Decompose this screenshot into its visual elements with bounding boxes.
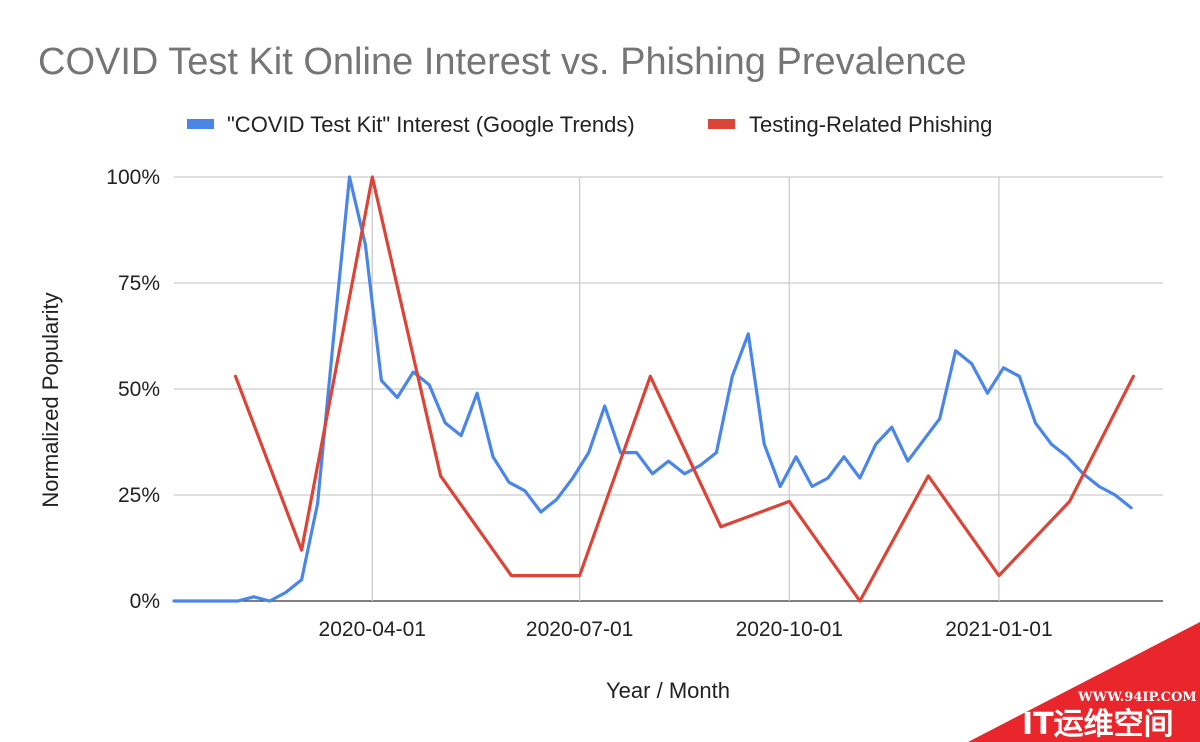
x-tick-label: 2020-07-01	[526, 618, 633, 641]
y-tick-label: 25%	[118, 484, 160, 507]
x-tick-label: 2020-04-01	[319, 618, 426, 641]
chart-title: COVID Test Kit Online Interest vs. Phish…	[38, 41, 967, 83]
legend-swatch-phishing	[708, 119, 735, 129]
series-line-interest	[172, 175, 1133, 603]
y-tick-label: 0%	[130, 590, 160, 613]
y-tick-label: 100%	[106, 166, 160, 189]
x-tick-label: 2020-10-01	[736, 618, 843, 641]
x-axis-label: Year / Month	[606, 678, 730, 703]
watermark-url: WWW.94IP.COM	[1077, 690, 1197, 705]
series-lines	[172, 175, 1136, 603]
gridlines	[174, 176, 1163, 602]
y-tick-label: 75%	[118, 272, 160, 295]
x-axis-ticks: 2020-04-01 2020-07-01 2020-10-01 2021-01-01	[319, 618, 1053, 641]
series-line-phishing	[233, 175, 1136, 603]
watermark-name: IT运维空间	[1022, 707, 1174, 742]
legend-label-interest: "COVID Test Kit" Interest (Google Trends…	[227, 112, 635, 137]
y-axis-ticks: 0% 25% 50% 75% 100%	[106, 166, 160, 613]
legend: "COVID Test Kit" Interest (Google Trends…	[187, 112, 992, 137]
y-tick-label: 50%	[118, 378, 160, 401]
watermark-corner-banner	[968, 622, 1200, 742]
y-axis-label: Normalized Popularity	[38, 292, 63, 507]
legend-swatch-interest	[187, 119, 214, 129]
legend-label-phishing: Testing-Related Phishing	[749, 112, 992, 137]
x-tick-label: 2021-01-01	[945, 618, 1052, 641]
watermark: WWW.94IP.COM IT运维空间	[968, 622, 1200, 742]
